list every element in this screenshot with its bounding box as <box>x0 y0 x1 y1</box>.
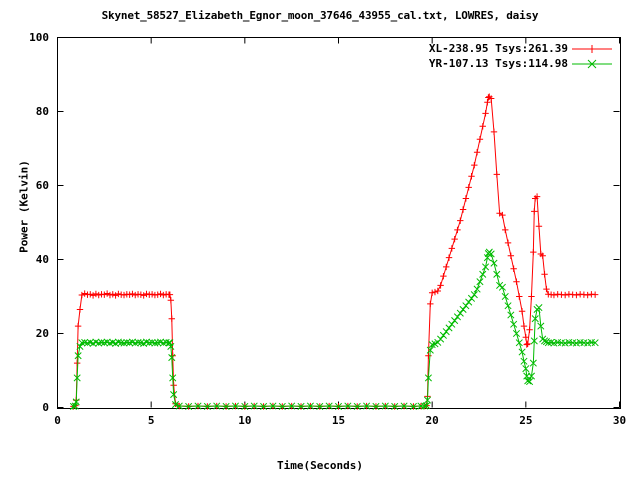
legend-plus-marker-icon <box>570 41 614 56</box>
x-tick-label: 5 <box>147 413 155 427</box>
x-tick-label: 10 <box>238 413 252 427</box>
y-tick-label: 100 <box>29 30 49 44</box>
chart-legend: XL-238.95 Tsys:261.39 YR-107.13 Tsys:114.… <box>404 41 614 71</box>
legend-cross-marker-icon <box>570 56 614 71</box>
x-tick-label: 15 <box>331 413 346 427</box>
y-tick-label: 80 <box>35 104 49 118</box>
x-tick-label: 20 <box>425 413 439 427</box>
x-axis-label: Time(Seconds) <box>276 459 364 472</box>
x-tick-label: 0 <box>54 413 61 427</box>
legend-label: XL-238.95 Tsys:261.39 <box>428 42 568 55</box>
legend-entry[interactable]: YR-107.13 Tsys:114.98 <box>404 56 614 71</box>
y-tick-label: 0 <box>42 400 49 414</box>
x-tick-label: 25 <box>519 413 533 427</box>
data-series <box>69 248 599 410</box>
legend-label: YR-107.13 Tsys:114.98 <box>428 57 568 70</box>
y-tick-label: 20 <box>35 326 49 340</box>
legend-entry[interactable]: XL-238.95 Tsys:261.39 <box>404 41 614 56</box>
data-series <box>70 93 599 410</box>
axis-ticks <box>57 37 620 408</box>
data-series-group <box>69 93 599 410</box>
y-tick-label: 60 <box>35 178 49 192</box>
y-axis-label: Power (Kelvin) <box>17 160 31 253</box>
y-tick-label: 40 <box>35 252 49 266</box>
x-tick-label: 30 <box>612 413 627 427</box>
chart-title: Skynet_58527_Elizabeth_Egnor_moon_37646_… <box>101 9 539 22</box>
